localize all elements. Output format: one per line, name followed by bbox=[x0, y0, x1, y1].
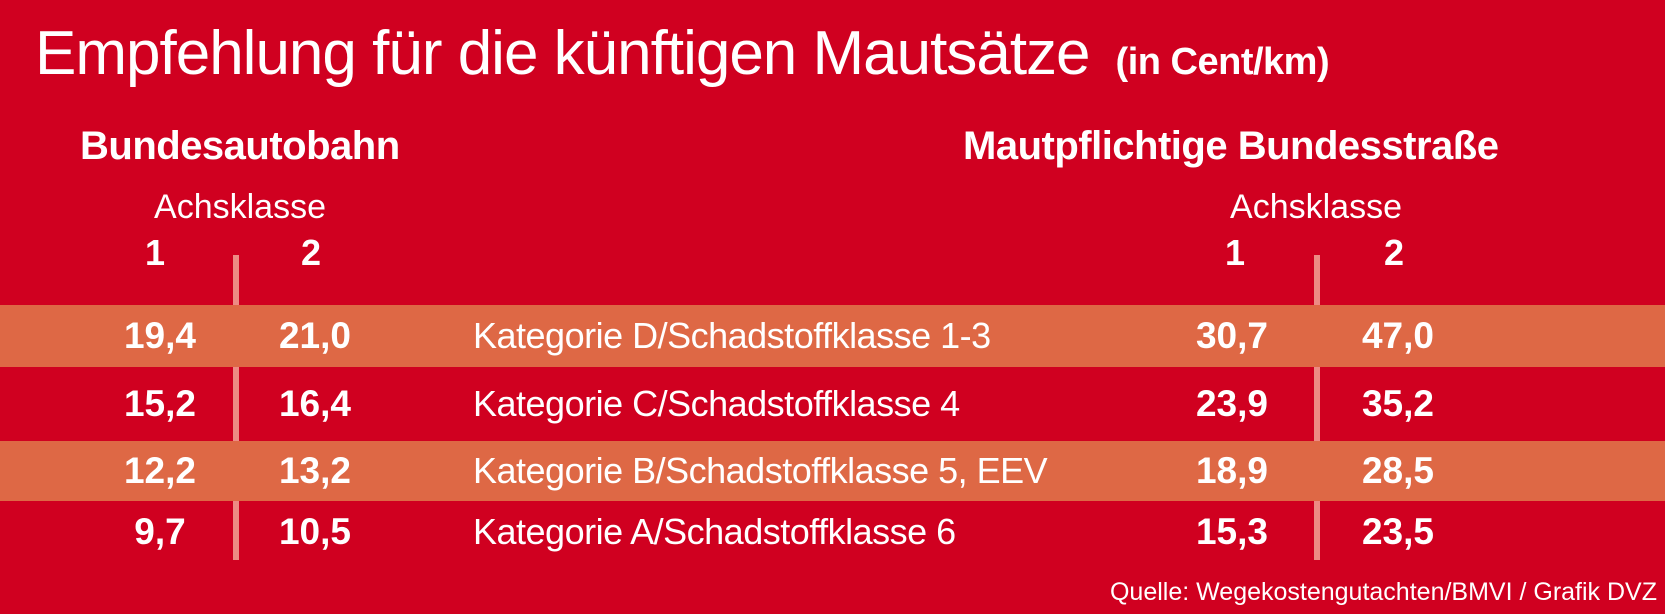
source-credit: Quelle: Wegekostengutachten/BMVI / Grafi… bbox=[1109, 578, 1657, 606]
axle-class-label-right: Achsklasse bbox=[1230, 188, 1402, 226]
axle-class-2-header-right: 2 bbox=[1383, 232, 1405, 273]
value-bundesstrasse-axle1: 23,9 bbox=[1195, 383, 1268, 424]
page-title: Empfehlung für die künftigen Mautsätze bbox=[35, 19, 1091, 88]
title-unit-label: (in Cent/km) bbox=[1115, 41, 1330, 83]
title-row: Empfehlung für die künftigen Mautsätze (… bbox=[35, 18, 1330, 89]
table-row: 15,2 16,4 Kategorie C/Schadstoffklasse 4… bbox=[0, 367, 1665, 441]
value-autobahn-axle2: 13,2 bbox=[278, 450, 351, 491]
table-row: 12,2 13,2 Kategorie B/Schadstoffklasse 5… bbox=[0, 441, 1665, 501]
value-bundesstrasse-axle2: 23,5 bbox=[1361, 511, 1434, 552]
column-divider-left bbox=[233, 255, 239, 560]
axle-class-1-header-left: 1 bbox=[144, 232, 166, 273]
axle-class-2-header-left: 2 bbox=[300, 232, 322, 273]
section-title-bundesstrasse: Mautpflichtige Bundesstraße bbox=[963, 124, 1499, 168]
axle-class-label-left: Achsklasse bbox=[154, 188, 326, 226]
value-autobahn-axle1: 9,7 bbox=[134, 511, 186, 552]
value-bundesstrasse-axle2: 28,5 bbox=[1361, 450, 1434, 491]
category-label: Kategorie B/Schadstoffklasse 5, EEV bbox=[473, 450, 1048, 491]
value-autobahn-axle1: 15,2 bbox=[123, 383, 196, 424]
value-bundesstrasse-axle2: 47,0 bbox=[1361, 315, 1434, 356]
value-autobahn-axle1: 12,2 bbox=[123, 450, 196, 491]
column-divider-right bbox=[1314, 255, 1320, 560]
value-autobahn-axle2: 21,0 bbox=[278, 315, 351, 356]
value-bundesstrasse-axle1: 30,7 bbox=[1195, 315, 1268, 356]
value-bundesstrasse-axle2: 35,2 bbox=[1361, 383, 1434, 424]
axle-class-1-header-right: 1 bbox=[1224, 232, 1246, 273]
category-label: Kategorie D/Schadstoffklasse 1-3 bbox=[473, 315, 991, 356]
value-autobahn-axle2: 10,5 bbox=[278, 511, 351, 552]
value-autobahn-axle1: 19,4 bbox=[123, 315, 196, 356]
value-autobahn-axle2: 16,4 bbox=[278, 383, 351, 424]
category-label: Kategorie A/Schadstoffklasse 6 bbox=[473, 511, 956, 552]
table-row: 9,7 10,5 Kategorie A/Schadstoffklasse 6 … bbox=[0, 501, 1665, 563]
value-bundesstrasse-axle1: 15,3 bbox=[1195, 511, 1268, 552]
section-title-bundesautobahn: Bundesautobahn bbox=[80, 124, 400, 168]
category-label: Kategorie C/Schadstoffklasse 4 bbox=[473, 383, 960, 424]
table-row: 19,4 21,0 Kategorie D/Schadstoffklasse 1… bbox=[0, 305, 1665, 367]
value-bundesstrasse-axle1: 18,9 bbox=[1195, 450, 1268, 491]
